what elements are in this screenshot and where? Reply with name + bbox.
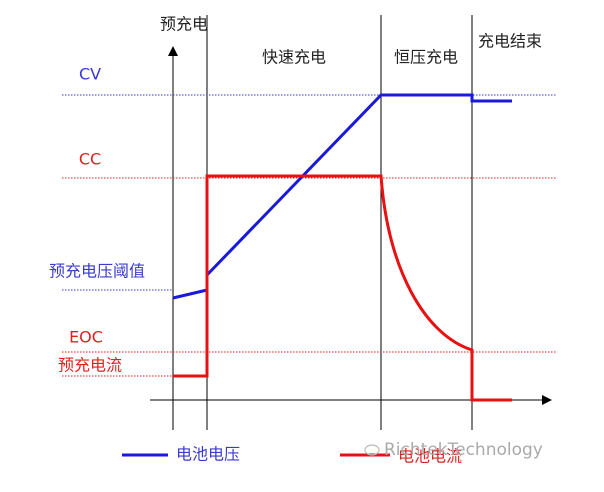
watermark: RichtekTechnology [384, 440, 543, 460]
level-label: 预充电流 [58, 356, 122, 375]
level-label: EOC [69, 328, 103, 347]
current-curve [173, 174, 512, 402]
legend-label: 电池电流 [398, 447, 462, 466]
legend-label: 电池电压 [176, 445, 240, 464]
level-label: CV [79, 65, 101, 84]
level-label: 预充电压阈值 [49, 262, 145, 281]
watermark-icon [364, 444, 380, 456]
phase-label: 预充电 [160, 15, 208, 34]
level-label: CC [79, 150, 101, 169]
phase-label: 恒压充电 [394, 48, 458, 67]
phase-label: 快速充电 [262, 48, 326, 67]
phase-label: 充电结束 [478, 32, 542, 51]
